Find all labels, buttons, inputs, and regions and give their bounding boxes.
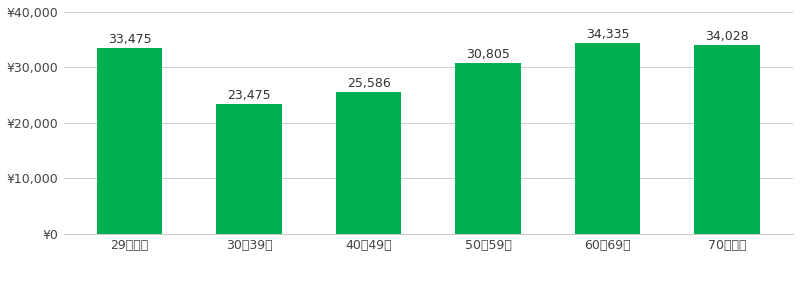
Bar — [694, 45, 760, 234]
Text: 30,805: 30,805 — [466, 48, 510, 61]
Text: 34,335: 34,335 — [586, 28, 630, 41]
Bar — [97, 48, 162, 234]
Bar — [336, 92, 402, 234]
Text: 25,586: 25,586 — [346, 77, 390, 90]
Bar — [216, 104, 282, 234]
Bar — [455, 63, 521, 234]
Bar — [574, 44, 641, 234]
Text: 23,475: 23,475 — [227, 89, 271, 102]
Text: 34,028: 34,028 — [706, 30, 749, 43]
Text: 33,475: 33,475 — [108, 33, 151, 46]
